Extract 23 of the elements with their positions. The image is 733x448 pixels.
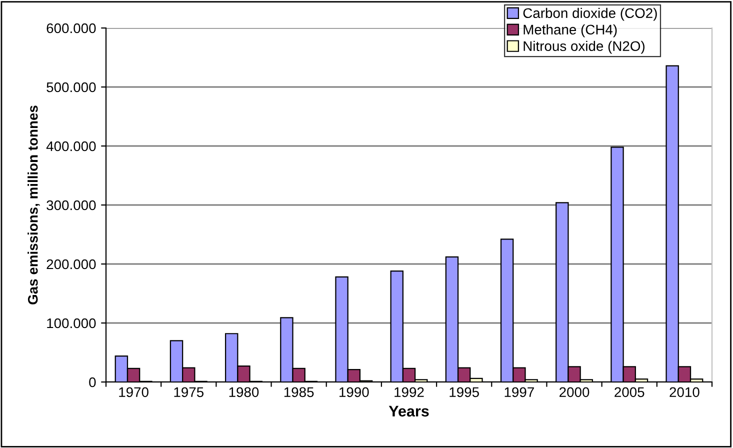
x-tick-label: 2010: [670, 387, 700, 398]
y-tick-label: 600.000: [46, 23, 96, 34]
x-tick-label: 1992: [394, 387, 424, 398]
x-tick-label: 1997: [504, 387, 534, 398]
x-axis-title: Years: [388, 406, 429, 417]
x-tick-label: 1970: [119, 387, 148, 398]
x-tick-label: 2005: [614, 387, 644, 398]
y-tick-label: 300.000: [46, 200, 96, 210]
x-tick-label: 1995: [450, 387, 479, 398]
y-tick-label: 200.000: [46, 259, 96, 270]
legend-label: Nitrous oxide (N2O): [524, 40, 644, 54]
y-tick-label: 500.000: [46, 82, 96, 92]
y-tick-label: 400.000: [46, 141, 96, 152]
legend-label: Methane (CH4): [524, 24, 617, 38]
x-tick-label: 2000: [560, 387, 590, 398]
x-tick-label: 1975: [174, 387, 204, 398]
y-axis-title: Gas emissions, million tonnes: [28, 106, 40, 304]
x-tick-label: 1985: [284, 387, 314, 398]
y-tick-label: 0: [89, 377, 96, 388]
y-tick-label: 100.000: [47, 318, 96, 328]
legend-label: Carbon dioxide (CO2): [523, 8, 657, 21]
x-tick-label: 1980: [229, 387, 259, 398]
x-tick-label: 1990: [340, 387, 369, 398]
